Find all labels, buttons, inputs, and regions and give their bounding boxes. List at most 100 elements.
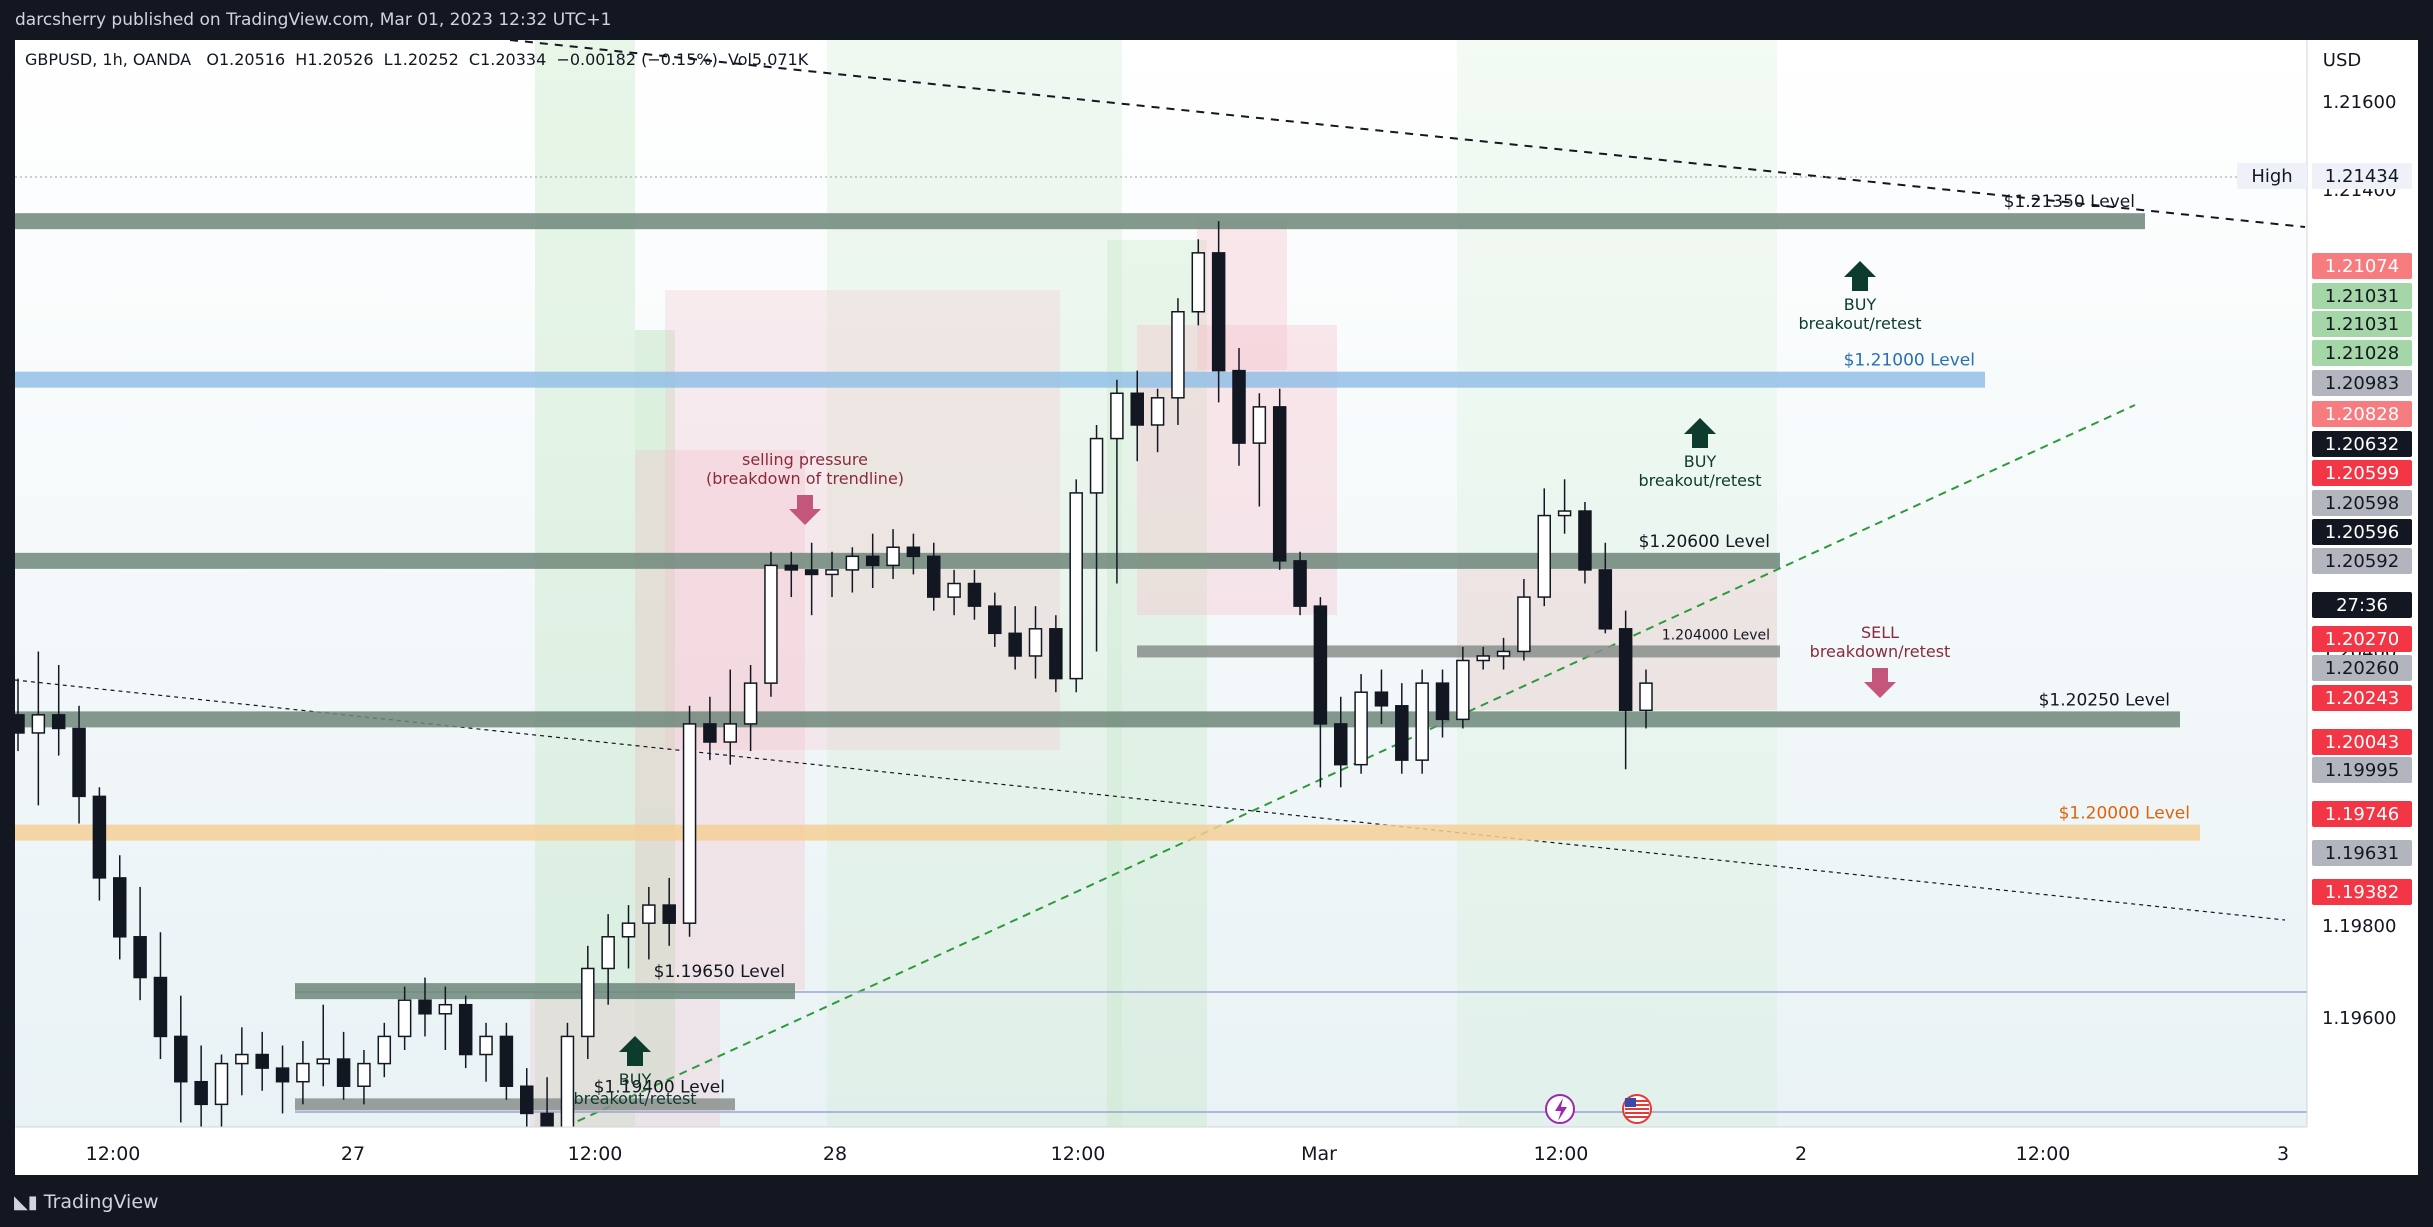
- candlestick-chart[interactable]: $1.21350 Level $1.21000 Level $1.20600 Lev…: [15, 40, 2418, 1175]
- candle-body: [804, 569, 819, 576]
- price-tag-value: 1.20828: [2325, 404, 2399, 425]
- price-tag-value: 1.20599: [2325, 463, 2399, 484]
- annotation-title: BUY: [619, 1070, 652, 1089]
- candle-body: [1110, 392, 1124, 440]
- level-label: $1.21000 Level: [1844, 351, 1975, 371]
- price-tag-bg: [2312, 592, 2412, 618]
- event-flag-canton: [1625, 1098, 1636, 1107]
- level-label: $1.21350 Level: [2004, 192, 2135, 212]
- price-tag: 1.20596: [2312, 519, 2412, 545]
- price-tag-bg: [2312, 401, 2412, 427]
- candle: [72, 705, 86, 824]
- candle: [316, 1004, 330, 1087]
- event-flag-stripe: [1625, 1100, 1649, 1102]
- annotation: selling pressure(breakdown of trendline): [706, 450, 904, 525]
- candle: [499, 1022, 514, 1100]
- bottom-bar: ◣▮ TradingView: [0, 1177, 2433, 1227]
- candle: [133, 886, 147, 1001]
- candle-body: [153, 976, 168, 1038]
- price-tag-value: 1.20260: [2325, 658, 2399, 679]
- price-tag: 1.21031: [2312, 311, 2412, 337]
- candle-body: [682, 723, 697, 924]
- candle-body: [988, 605, 1002, 635]
- candle: [51, 665, 66, 756]
- time-tick-label: Mar: [1301, 1143, 1337, 1165]
- candle: [1598, 542, 1613, 634]
- candle-body: [1598, 569, 1613, 630]
- price-tag-bg: [2312, 548, 2412, 574]
- price-tag: 1.20632: [2312, 431, 2412, 457]
- candle-body: [1557, 510, 1572, 517]
- candle: [825, 551, 839, 598]
- event-flag-stripe: [1625, 1108, 1649, 1110]
- event-flag-icon: [1622, 1094, 1652, 1124]
- annotation-subtitle: (breakdown of trendline): [706, 469, 904, 488]
- annotation-arrow-down: [789, 495, 821, 525]
- level-bar: [295, 983, 795, 1000]
- price-tag-value: 1.20632: [2325, 434, 2399, 455]
- candle-body: [906, 546, 921, 558]
- candle: [1150, 388, 1165, 453]
- annotation-subtitle: breakout/retest: [1638, 471, 1761, 490]
- price-tag: 1.21434 High: [2237, 163, 2412, 189]
- candle: [418, 977, 432, 1037]
- candle-body: [377, 1035, 392, 1065]
- price-tag: 1.19631: [2312, 840, 2412, 866]
- annotation-arrow-up: [1844, 261, 1876, 291]
- level-label: $1.19400 Level: [594, 1077, 725, 1097]
- time-axis-bg: [15, 1127, 2418, 1175]
- price-tag-value: 1.20270: [2325, 629, 2399, 650]
- price-tag: 1.19995: [2312, 757, 2412, 783]
- candle: [1313, 597, 1328, 788]
- price-tag-value: 1.20043: [2325, 732, 2399, 753]
- candle: [255, 1031, 269, 1091]
- candle-body: [1578, 510, 1592, 571]
- price-tag-bg: [2312, 431, 2412, 457]
- time-tick-label: 12:00: [568, 1143, 623, 1165]
- price-tag-bg: [2312, 879, 2412, 905]
- candle-body: [499, 1035, 514, 1087]
- candle-body: [235, 1053, 249, 1065]
- legend-symbol[interactable]: GBPUSD, 1h, OANDA: [25, 50, 192, 69]
- level-bar: [15, 213, 2145, 230]
- candle: [1130, 370, 1144, 462]
- candle: [906, 533, 921, 575]
- candle-body: [113, 877, 127, 938]
- annotation-subtitle: breakout/retest: [1798, 314, 1921, 333]
- candle-body: [1232, 369, 1246, 444]
- candle-body: [967, 582, 982, 607]
- chart-area[interactable]: $1.21350 Level $1.21000 Level $1.20600 Lev…: [15, 40, 2418, 1175]
- candle: [967, 569, 982, 620]
- candle-body: [1435, 682, 1450, 721]
- price-tag-value: 1.21031: [2325, 314, 2399, 335]
- symbol-legend: GBPUSD, 1h, OANDA O1.20516 H1.20526 L1.2…: [25, 50, 808, 69]
- candle-body: [255, 1053, 269, 1069]
- candle: [581, 945, 595, 1060]
- price-tag-value: 1.20243: [2325, 688, 2399, 709]
- candle-body: [703, 723, 717, 743]
- candle: [235, 1027, 249, 1096]
- candle-body: [357, 1062, 371, 1087]
- candle-body: [927, 555, 941, 598]
- event-flag-stripe: [1625, 1112, 1649, 1114]
- price-tag-bg: [2312, 519, 2412, 545]
- candle-body: [825, 569, 839, 576]
- candle-body: [1313, 605, 1328, 725]
- tradingview-logo[interactable]: ◣▮ TradingView: [14, 1191, 159, 1213]
- candle-body: [1618, 628, 1633, 712]
- price-tag-bg: [2312, 840, 2412, 866]
- candle: [1171, 298, 1185, 425]
- candle: [1191, 239, 1206, 326]
- price-tag-bg: [2312, 340, 2412, 366]
- candle-body: [784, 564, 799, 571]
- candle-body: [397, 999, 412, 1038]
- candle: [804, 542, 819, 616]
- candle-body: [133, 936, 147, 979]
- level-label: $1.20250 Level: [2039, 690, 2170, 710]
- price-tick-label: 1.19800: [2322, 916, 2396, 937]
- candle-body: [438, 1003, 453, 1015]
- candle-body: [1008, 632, 1022, 657]
- price-tag-value: 1.20598: [2325, 493, 2399, 514]
